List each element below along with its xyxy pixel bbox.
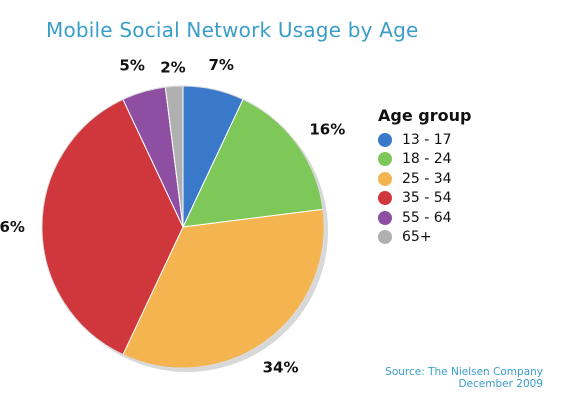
pie-labels: 7% 16% 34% 36% 5% 2% — [0, 56, 345, 376]
slice-label: 36% — [0, 218, 25, 236]
chart-title: Mobile Social Network Usage by Age — [46, 18, 419, 42]
legend-swatch — [378, 210, 392, 225]
legend-item: 35 - 54 — [378, 189, 471, 209]
legend-swatch — [378, 230, 392, 245]
legend-item: 55 - 64 — [378, 208, 471, 228]
legend-label: 18 - 24 — [402, 151, 452, 168]
slice-label: 16% — [309, 120, 345, 138]
legend-label: 55 - 64 — [402, 209, 452, 226]
pie-slices — [41, 85, 328, 372]
legend: Age group 13 - 17 18 - 24 25 - 34 35 - 54 55… — [378, 106, 471, 247]
legend-item: 18 - 24 — [378, 150, 471, 170]
pie-slice — [182, 98, 324, 228]
legend-label: 25 - 34 — [402, 170, 452, 187]
slice-label: 2% — [160, 58, 185, 76]
slice-label: 34% — [263, 358, 299, 376]
legend-items: 13 - 17 18 - 24 25 - 34 35 - 54 55 - 64 65+ — [378, 130, 471, 247]
source-date: December 2009 — [458, 378, 543, 390]
legend-label: 35 - 54 — [402, 190, 452, 207]
legend-item: 65+ — [378, 228, 471, 248]
legend-title: Age group — [378, 106, 472, 125]
slice-label: 5% — [119, 57, 144, 75]
pie-slice — [164, 85, 184, 228]
legend-item: 13 - 17 — [378, 130, 471, 150]
pie-outline — [41, 85, 325, 369]
legend-label: 65+ — [402, 229, 432, 246]
pie-slice — [122, 208, 325, 369]
source-note: Source: The Nielsen Company December 200… — [385, 366, 543, 390]
source-line: Source: The Nielsen Company — [385, 366, 543, 378]
legend-label: 13 - 17 — [402, 131, 452, 148]
slice-label: 7% — [208, 56, 233, 74]
legend-swatch — [378, 132, 392, 147]
legend-item: 25 - 34 — [378, 169, 471, 189]
legend-swatch — [378, 171, 392, 186]
pie-slice — [41, 98, 184, 356]
legend-swatch — [378, 152, 392, 167]
legend-swatch — [378, 191, 392, 206]
